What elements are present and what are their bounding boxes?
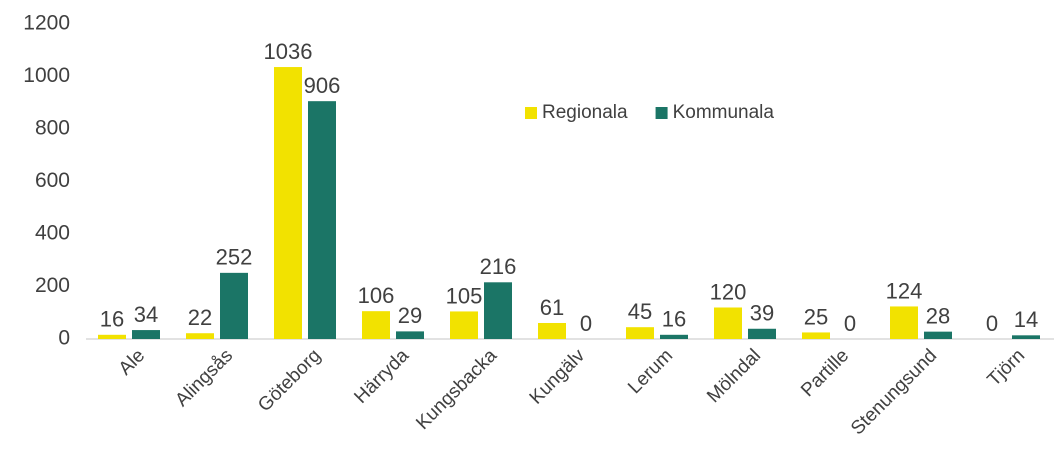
value-label: 16 [100,307,124,332]
value-label: 29 [398,303,422,328]
value-label: 216 [480,254,517,279]
bar [660,334,688,339]
bar [714,307,742,339]
value-label: 25 [804,304,828,329]
y-tick-label: 0 [58,327,70,350]
value-label: 22 [188,305,212,330]
bar [396,331,424,339]
bar [538,322,566,339]
value-label: 16 [662,307,686,332]
bar [1012,335,1040,339]
legend-swatch [655,107,668,119]
bar [98,334,126,339]
bar [924,331,952,339]
value-label: 61 [540,295,564,320]
value-label: 45 [628,299,652,324]
bar [362,311,390,339]
bar [308,101,336,339]
value-label: 39 [750,301,774,326]
y-tick-label: 800 [35,117,70,140]
value-label: 120 [710,279,747,304]
value-label: 14 [1014,307,1038,332]
y-tick-label: 1000 [23,64,70,87]
legend-swatch [525,107,537,119]
value-label: 252 [216,245,253,270]
bar [186,333,214,339]
bar [450,311,478,339]
x-tick-label: Partille [797,345,853,401]
value-label: 1036 [264,39,313,64]
x-tick-label: Kungsbacka [412,345,501,434]
value-label: 34 [134,302,158,327]
bar [802,332,830,339]
y-tick-label: 200 [35,274,70,297]
value-label: 0 [580,311,592,336]
x-tick-label: Tjörn [984,345,1029,390]
x-tick-label: Mölndal [703,345,765,407]
bar [626,327,654,339]
x-tick-label: Ale [115,345,149,379]
legend-label: Kommunala [673,102,775,123]
value-label: 0 [844,311,856,336]
value-label: 28 [926,303,950,328]
bar [220,272,248,339]
bar [748,328,776,339]
bar [484,282,512,339]
value-label: 906 [304,73,341,98]
legend-label: Regionala [542,102,628,123]
value-label: 105 [446,283,483,308]
x-tick-label: Kungälv [526,345,590,409]
bar [274,67,302,340]
x-tick-label: Stenungsund [847,345,941,439]
x-tick-label: Alingsås [171,345,237,411]
value-label: 106 [358,283,395,308]
x-tick-label: Lerum [624,345,677,398]
value-label: 0 [986,311,998,336]
bar [890,306,918,339]
x-tick-label: Göteborg [254,345,325,416]
value-label: 124 [886,278,923,303]
x-tick-label: Härryda [350,345,413,408]
bar [132,330,160,339]
y-tick-label: 600 [35,169,70,192]
y-tick-label: 400 [35,222,70,245]
y-tick-label: 1200 [23,12,70,35]
